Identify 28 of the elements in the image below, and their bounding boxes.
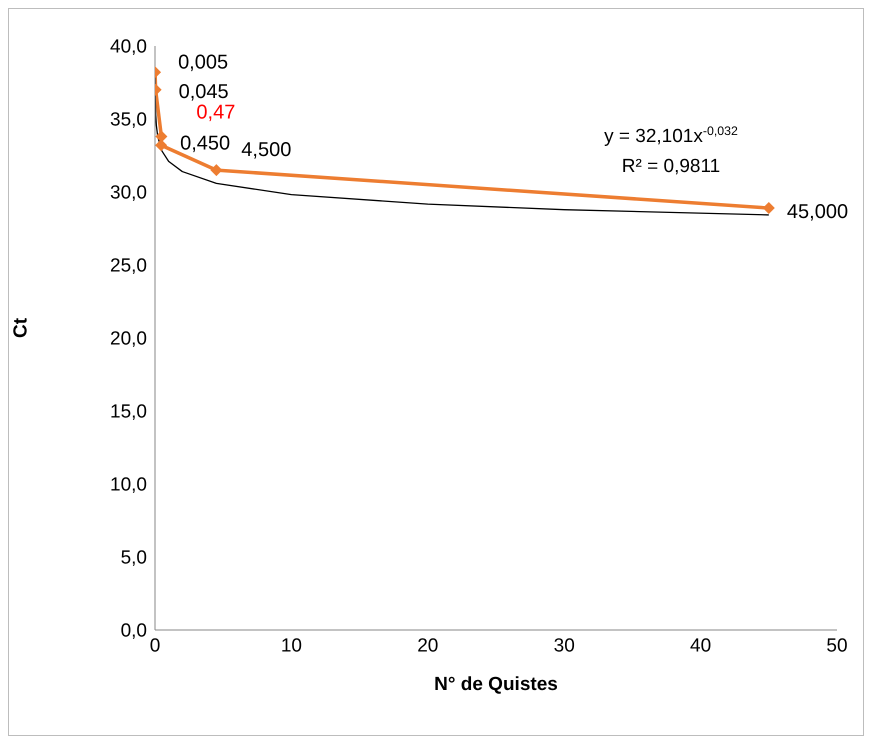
annotation: 0,005 bbox=[178, 52, 228, 74]
annotation: 0,450 bbox=[180, 132, 230, 155]
point bbox=[155, 139, 168, 152]
y-tick-label: 30,0 bbox=[110, 182, 147, 204]
x-tick-label: 10 bbox=[280, 635, 302, 656]
annotation: y = 32,101x$^{-0,032}$ bbox=[604, 124, 738, 147]
x-axis-title: N° de Quistes bbox=[434, 674, 558, 695]
y-tick-label: 20,0 bbox=[110, 328, 147, 350]
y-tick-label: 10,0 bbox=[110, 474, 147, 496]
annotation: 45,000 bbox=[786, 201, 848, 224]
y-tick-label: 25,0 bbox=[110, 256, 147, 277]
point bbox=[762, 202, 775, 214]
annotation: R² = 0,9811 bbox=[622, 156, 720, 177]
y-tick-label: 15,0 bbox=[110, 402, 147, 423]
x-tick-label: 30 bbox=[554, 635, 575, 656]
annotation: 0,045 bbox=[178, 81, 229, 104]
x-tick-label: 50 bbox=[826, 635, 848, 656]
y-axis-title: Ct bbox=[10, 317, 32, 338]
annotation: 0,47 bbox=[196, 102, 236, 124]
x-tick-label: 0 bbox=[150, 635, 160, 656]
y-tick-label: 0,0 bbox=[120, 620, 147, 642]
y-tick-label: 35,0 bbox=[110, 110, 147, 131]
x-tick-label: 20 bbox=[417, 635, 438, 656]
point bbox=[210, 164, 222, 176]
annotation: 4,500 bbox=[241, 139, 292, 162]
x-tick-label: 40 bbox=[690, 635, 712, 656]
y-tick-label: 40,0 bbox=[110, 36, 147, 58]
y-tick-label: 5,0 bbox=[120, 548, 147, 569]
